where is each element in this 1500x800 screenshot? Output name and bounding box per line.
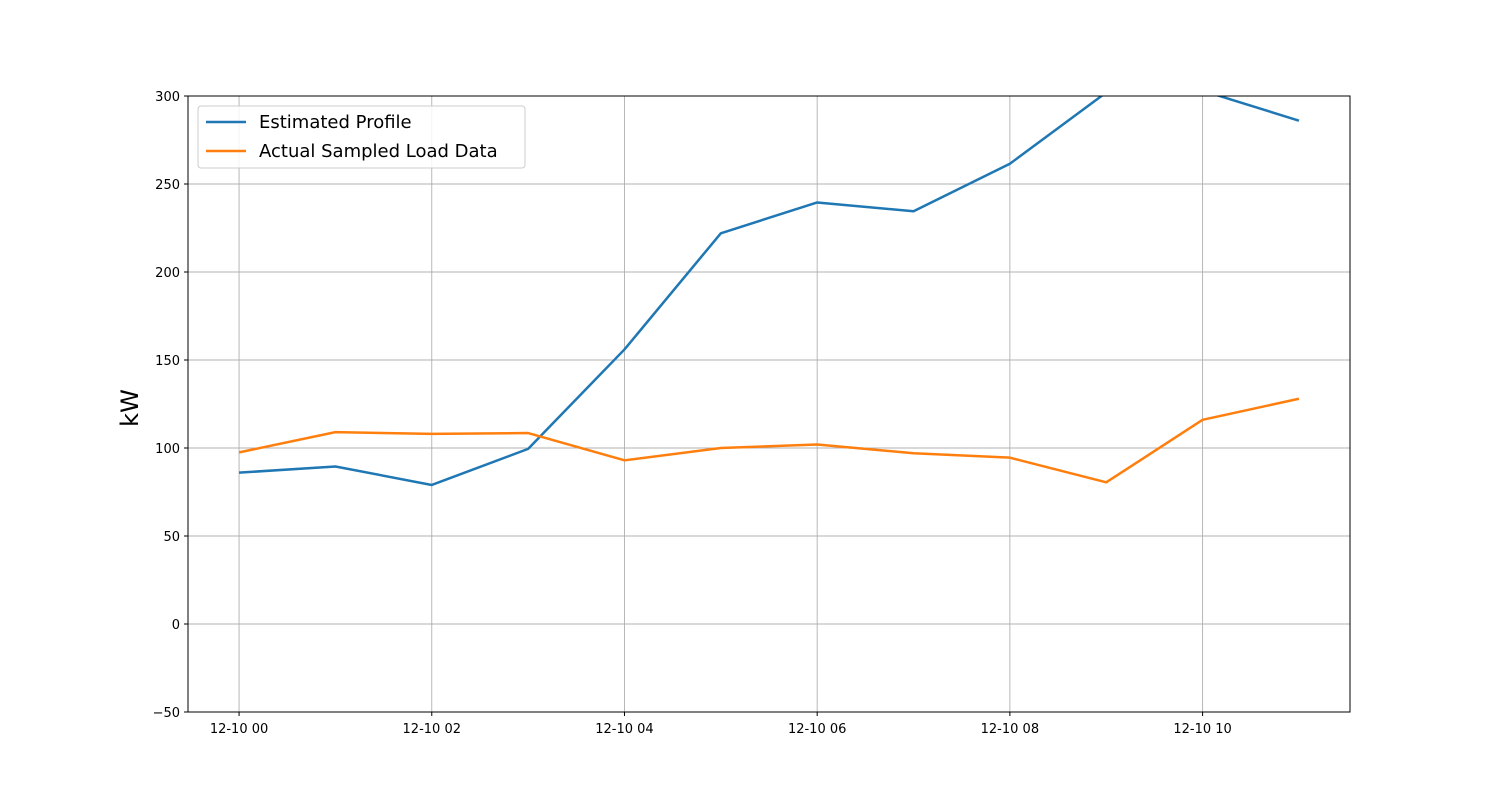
y-tick-label: 200 <box>155 266 180 281</box>
legend-label: Estimated Profile <box>259 112 412 133</box>
y-axis-ticks: −50 0 50 100 150 200 250 300 <box>153 90 188 721</box>
series-line-actual-sampled-load-data <box>238 397 1300 484</box>
plot-frame <box>187 95 1351 713</box>
y-tick-label: 50 <box>163 530 180 545</box>
x-tick-label: 12-10 06 <box>788 722 846 737</box>
x-tick-label: 12-10 10 <box>1173 722 1231 737</box>
x-tick-label: 12-10 00 <box>210 722 268 737</box>
y-tick-label: 100 <box>155 442 180 457</box>
y-axis-label: kW <box>116 389 144 427</box>
y-tick-label: 0 <box>172 618 180 633</box>
y-tick-label: −50 <box>153 706 180 721</box>
y-tick-label: 250 <box>155 178 180 193</box>
x-axis-ticks: 12-10 00 12-10 02 12-10 04 12-10 06 12-10 08… <box>210 712 1232 737</box>
legend: Estimated Profile Actual Sampled Load Dat… <box>197 105 526 169</box>
legend-label: Actual Sampled Load Data <box>259 141 498 162</box>
legend-box <box>197 105 526 169</box>
y-tick-label: 150 <box>155 354 180 369</box>
x-tick-label: 12-10 02 <box>403 722 461 737</box>
series-group <box>238 96 1300 487</box>
series-line-estimated-profile <box>238 96 1300 487</box>
y-tick-label: 300 <box>155 90 180 105</box>
x-tick-label: 12-10 08 <box>981 722 1039 737</box>
x-tick-label: 12-10 04 <box>595 722 653 737</box>
